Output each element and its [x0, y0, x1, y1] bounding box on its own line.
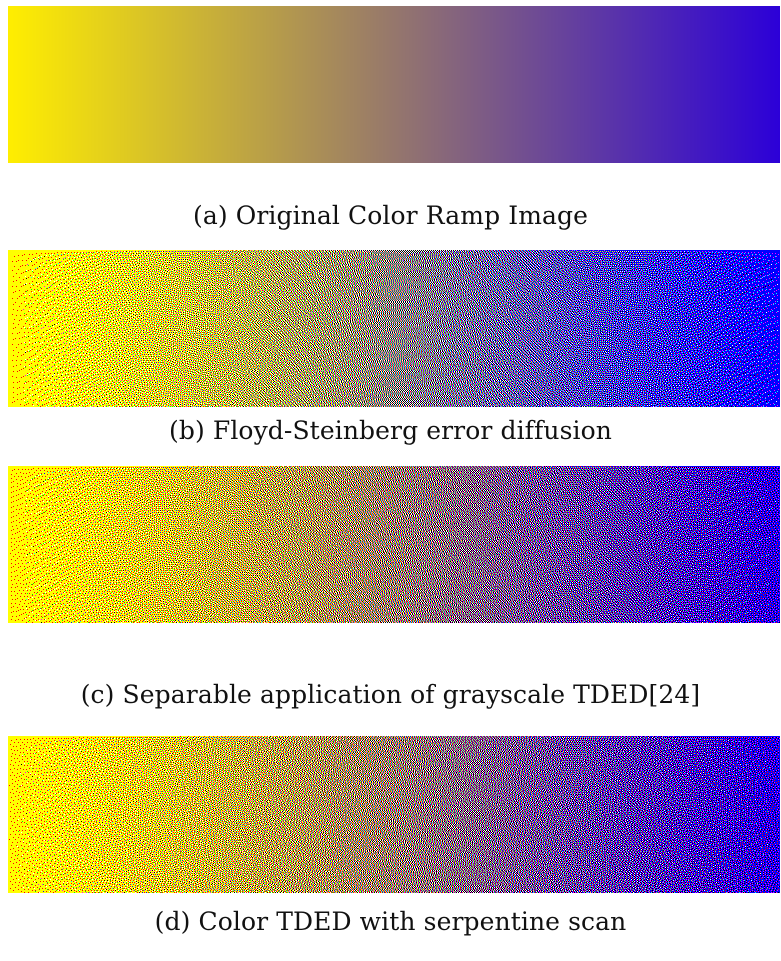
- figure-caption-b: (b) Floyd-Steinberg error diffusion: [169, 416, 612, 445]
- color-tded-serpentine-image: [8, 736, 780, 893]
- figure-caption-c: (c) Separable application of grayscale T…: [80, 680, 701, 709]
- figure-caption-d: (d) Color TDED with serpentine scan: [154, 907, 627, 936]
- color-ramp-original-image: [8, 6, 780, 163]
- figure-panel-d: [8, 736, 780, 893]
- figure-caption-a: (a) Original Color Ramp Image: [192, 201, 588, 230]
- figure-panel-a: [8, 6, 780, 163]
- separable-tded-dither-image: [8, 466, 780, 623]
- floyd-steinberg-dither-image: [8, 250, 780, 407]
- figure-panel-c: [8, 466, 780, 623]
- figure-panel-b: [8, 250, 780, 407]
